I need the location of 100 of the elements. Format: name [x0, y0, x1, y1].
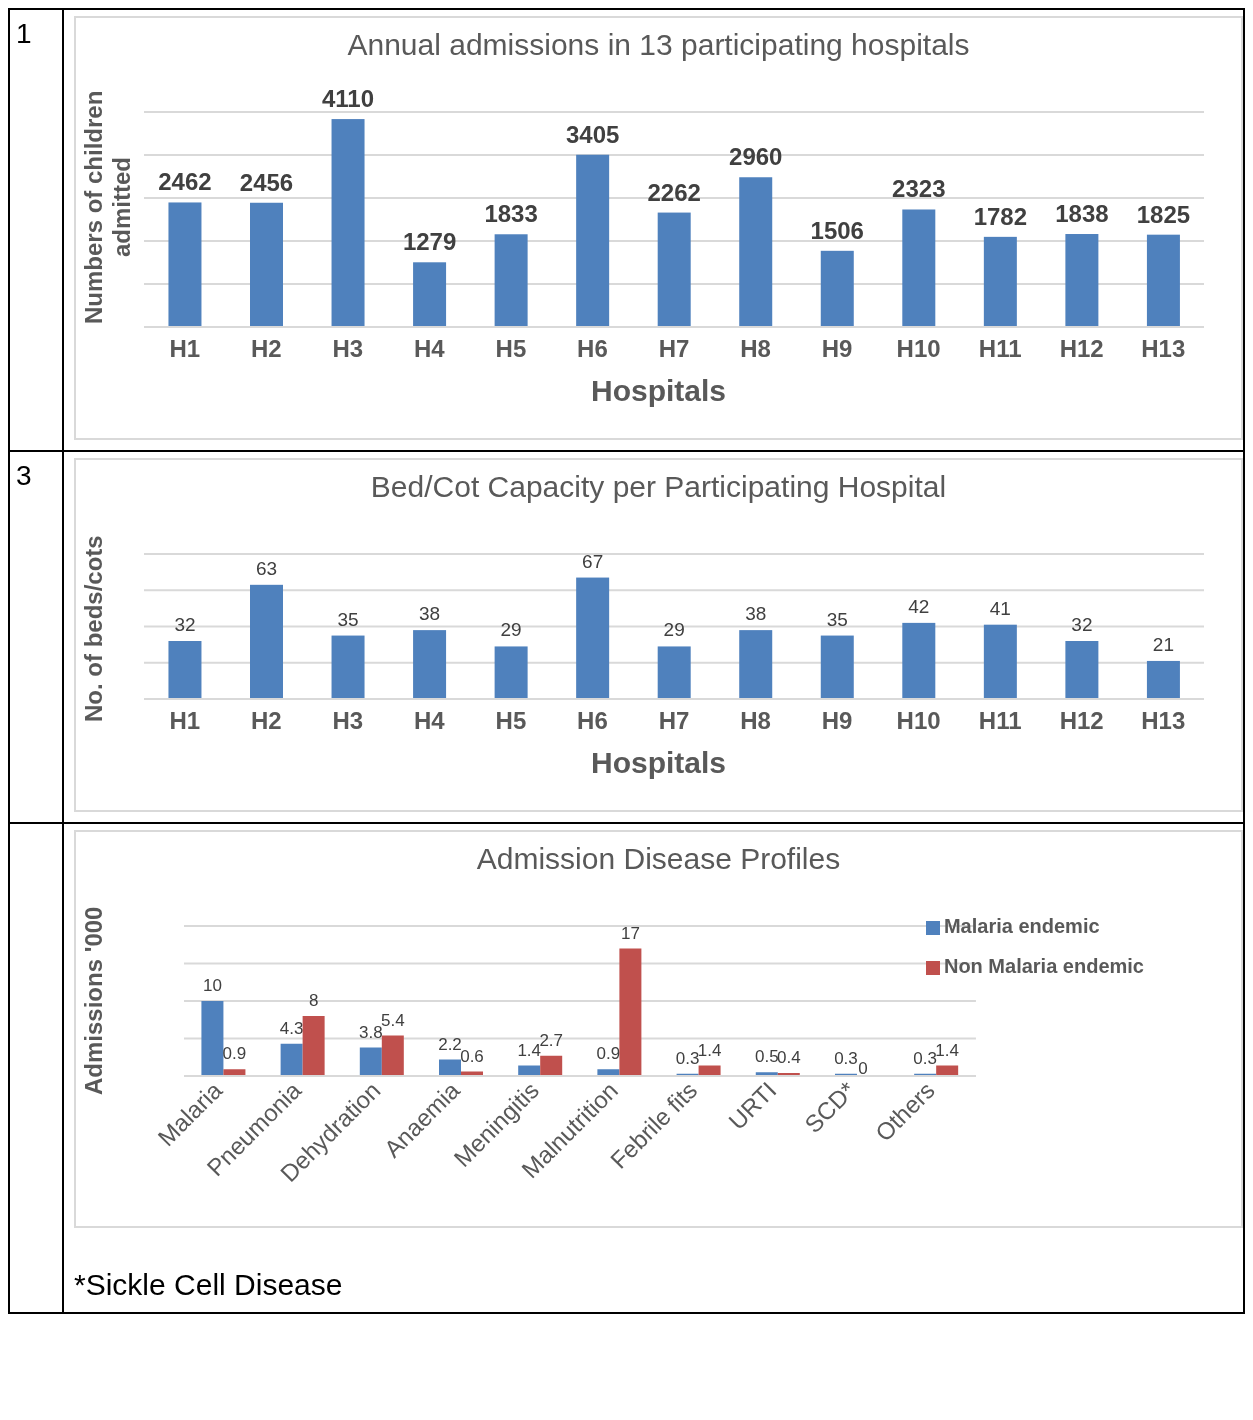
text: 3 — [9, 451, 63, 823]
x-tick-label: H3 — [332, 335, 364, 362]
data-label: 1825 — [1136, 200, 1191, 228]
data-label: 29 — [500, 619, 522, 641]
y-axis-title: Admissions '000 — [80, 905, 108, 1098]
bar — [302, 1016, 325, 1076]
x-tick-label: H8 — [740, 707, 771, 734]
bar — [540, 1055, 563, 1076]
bar — [1065, 641, 1099, 699]
data-label: 1.4 — [517, 1040, 542, 1060]
data-label: 1.4 — [935, 1040, 959, 1060]
bar — [413, 630, 447, 699]
bar — [250, 584, 283, 699]
x-tick-label: H11 — [978, 335, 1022, 362]
data-label: 0 — [858, 1059, 868, 1078]
bar — [359, 1047, 382, 1076]
x-tick-label: H1 — [169, 707, 201, 734]
data-label: 29 — [663, 619, 685, 641]
data-label: 2462 — [158, 168, 212, 196]
data-label: 35 — [826, 608, 848, 630]
x-axis-title: Hospitals — [590, 746, 727, 780]
bar — [657, 212, 691, 327]
x-tick-label: H1 — [169, 335, 201, 362]
bar — [576, 577, 610, 699]
data-label: 1838 — [1055, 200, 1109, 228]
chart-title: Bed/Cot Capacity per Participating Hospital — [369, 470, 948, 504]
data-label: 3405 — [565, 120, 620, 148]
x-axis-title: Hospitals — [590, 374, 727, 408]
data-label: 2323 — [892, 175, 946, 203]
x-tick-label: H7 — [658, 335, 690, 362]
chart-title: Admission Disease Profiles — [475, 842, 842, 876]
x-tick-label: H2 — [250, 707, 282, 734]
text: 1 — [9, 9, 63, 451]
bar — [331, 635, 365, 699]
data-label: 63 — [255, 557, 278, 579]
data-label: 17 — [620, 923, 640, 943]
data-label: 1833 — [484, 200, 538, 228]
x-tick-label: H11 — [978, 707, 1022, 734]
data-label: 4110 — [322, 85, 375, 113]
bar — [1146, 660, 1180, 699]
bar — [168, 641, 202, 699]
x-tick-label: H7 — [658, 707, 690, 734]
data-label: 0.5 — [754, 1047, 779, 1067]
data-label: 1782 — [973, 202, 1028, 230]
data-label: 38 — [419, 603, 441, 625]
legend-label: Malaria endemic — [943, 915, 1100, 937]
bar — [331, 119, 365, 327]
data-label: 2960 — [729, 143, 783, 171]
data-label: 0.6 — [460, 1046, 484, 1066]
bar — [902, 622, 936, 699]
bar — [494, 234, 528, 327]
x-tick-label: H2 — [250, 335, 282, 362]
data-label: 32 — [174, 614, 196, 635]
data-label: 8 — [308, 991, 319, 1010]
bar — [494, 646, 528, 699]
text: *Sickle Cell Disease — [74, 1268, 344, 1302]
bar — [739, 177, 773, 327]
data-label: 0.3 — [834, 1048, 858, 1068]
data-label: 2.7 — [539, 1030, 564, 1050]
data-label: 21 — [1152, 633, 1174, 655]
bar — [576, 154, 610, 327]
bar — [381, 1035, 404, 1076]
data-label: 1279 — [402, 228, 457, 256]
bar — [657, 646, 691, 699]
x-tick-label: H6 — [577, 335, 608, 362]
data-label: 67 — [582, 550, 604, 572]
data-label: 0.3 — [675, 1048, 700, 1068]
bar — [820, 250, 854, 327]
bar — [619, 948, 642, 1076]
bar — [983, 624, 1017, 699]
data-label: 41 — [989, 597, 1011, 619]
data-label: 0.9 — [222, 1044, 247, 1064]
x-tick-label: H10 — [896, 335, 941, 362]
bar — [439, 1059, 461, 1076]
data-label: 42 — [908, 595, 930, 617]
x-tick-label: H12 — [1059, 335, 1104, 362]
x-tick-label: H6 — [577, 707, 608, 734]
bar — [250, 202, 283, 327]
data-label: 3.8 — [358, 1022, 383, 1042]
x-tick-label: H13 — [1141, 707, 1186, 734]
data-label: 1506 — [810, 216, 864, 244]
x-tick-label: H9 — [821, 707, 853, 734]
bar — [1065, 234, 1099, 327]
bar — [739, 630, 773, 699]
data-label: 2.2 — [438, 1034, 462, 1054]
data-label: 10 — [202, 976, 222, 995]
x-tick-label: H8 — [740, 335, 771, 362]
data-label: 38 — [745, 603, 767, 625]
bar — [413, 262, 447, 327]
x-tick-label: H5 — [495, 707, 527, 734]
y-axis-title: No. of beds/cots — [80, 534, 108, 725]
chart-title: Annual admissions in 13 participating hospitals — [346, 28, 971, 62]
bar — [983, 236, 1017, 327]
data-label: 35 — [337, 608, 359, 630]
x-tick-label: H4 — [414, 707, 446, 734]
x-tick-label: H4 — [414, 335, 446, 362]
data-label: 2456 — [239, 168, 294, 196]
x-tick-label: H10 — [896, 707, 941, 734]
bar — [201, 1001, 224, 1076]
x-tick-label: H13 — [1141, 335, 1186, 362]
